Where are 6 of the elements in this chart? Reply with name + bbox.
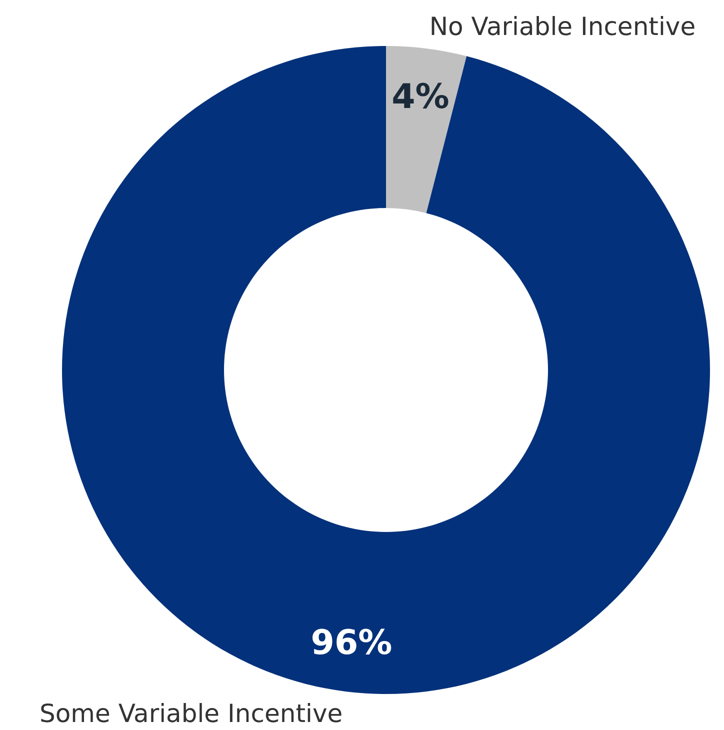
slice-label: No Variable Incentive — [429, 12, 696, 42]
donut-slice — [386, 46, 467, 214]
data-label: 96% — [310, 623, 392, 664]
donut-slice — [62, 46, 710, 694]
data-label: 4% — [392, 76, 450, 117]
slice-label: Some Variable Incentive — [40, 698, 343, 728]
